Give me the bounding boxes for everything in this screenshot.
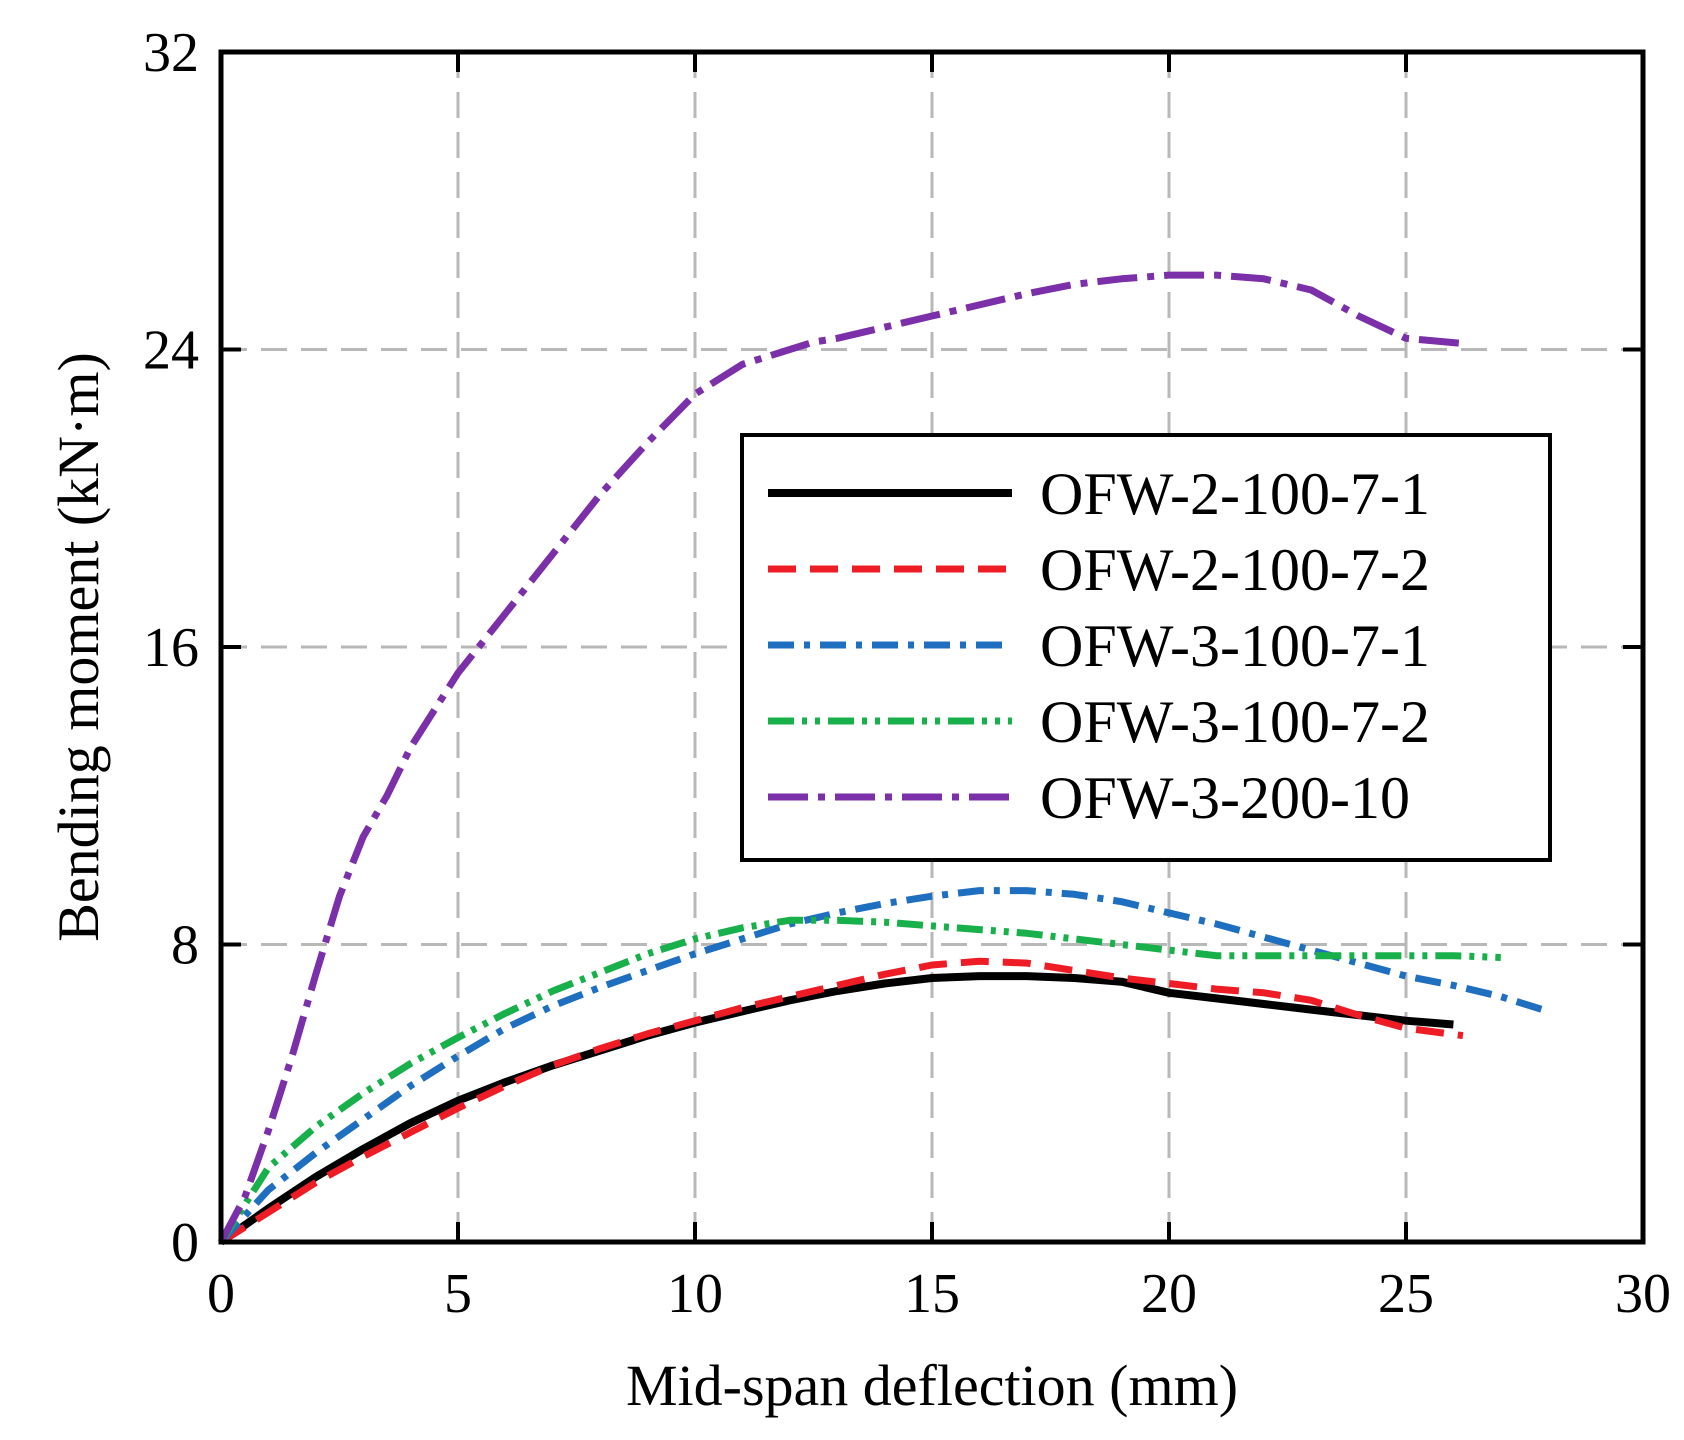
series-line-2 — [219, 957, 1464, 1245]
legend-label-5: OFW-3-200-10 — [1040, 765, 1410, 831]
y-tick-label: 8 — [171, 915, 199, 977]
x-axis-title: Mid-span deflection (mm) — [626, 1353, 1238, 1418]
y-tick-label: 0 — [171, 1212, 199, 1274]
legend-label-3: OFW-3-100-7-1 — [1040, 613, 1430, 679]
legend: OFW-2-100-7-1 OFW-2-100-7-2 OFW-3-100-7-1 O… — [740, 433, 1552, 862]
x-tick-label: 30 — [1615, 1263, 1671, 1325]
series-line-4 — [218, 916, 1501, 1244]
x-tick-label: 15 — [904, 1263, 960, 1325]
series-group — [217, 271, 1550, 1246]
y-tick-label: 24 — [143, 320, 199, 382]
x-tick-label: 0 — [207, 1263, 235, 1325]
x-tick-label: 10 — [667, 1263, 723, 1325]
ticks: 0 5 10 15 20 25 30 0 8 16 24 32 — [143, 22, 1671, 1325]
legend-label-1: OFW-2-100-7-1 — [1040, 461, 1430, 527]
legend-label-4: OFW-3-100-7-2 — [1040, 689, 1430, 755]
y-tick-label: 16 — [143, 617, 199, 679]
legend-label-2: OFW-2-100-7-2 — [1040, 537, 1430, 603]
x-tick-label: 25 — [1378, 1263, 1434, 1325]
x-tick-label: 20 — [1141, 1263, 1197, 1325]
x-tick-label: 5 — [444, 1263, 472, 1325]
y-axis-title: Bending moment (kN·m) — [46, 352, 111, 942]
series-line-1 — [218, 972, 1454, 1246]
y-tick-label: 32 — [143, 22, 199, 84]
